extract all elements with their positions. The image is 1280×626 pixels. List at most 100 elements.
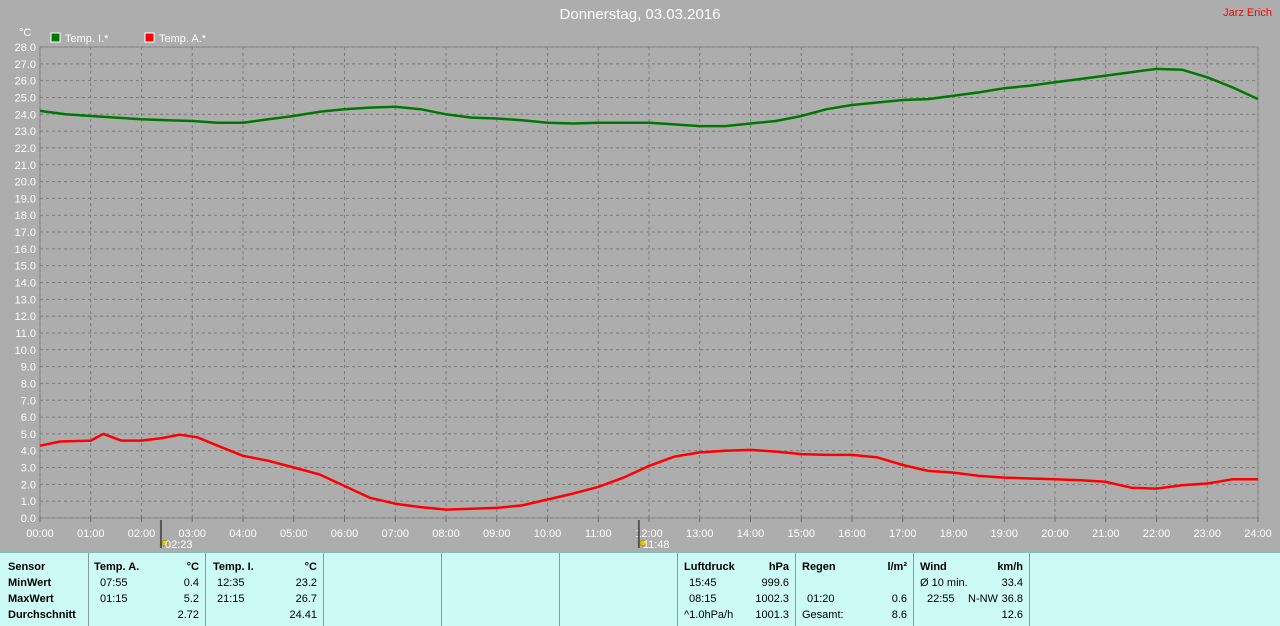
empty-column-1 [323,553,442,626]
y-tick-label: 20.0 [15,177,36,189]
x-tick-label: 11:00 [585,528,612,540]
sensor-column: Sensor MinWert MaxWert Durchschnitt [0,553,89,626]
temp-i-max-value: 26.7 [295,593,317,605]
y-tick-label: 22.0 [15,143,36,155]
legend-swatch [144,32,155,43]
temp-i-max-time: 21:15 [217,593,245,605]
x-tick-label: 12:00 [635,528,663,540]
pressure-trend-value: 1001.3 [755,609,789,621]
empty-column-3 [559,553,678,626]
y-tick-label: 26.0 [15,76,36,88]
x-tick-label: 09:00 [483,528,511,540]
legend-label: Temp. A.* [159,33,207,45]
temp-a-min-time: 07:55 [100,577,128,589]
temp-a-header: Temp. A. [94,561,140,573]
marker-label: 02:23 [165,539,193,551]
x-tick-label: 14:00 [737,528,765,540]
y-tick-label: 4.0 [21,446,36,458]
y-tick-label: 1.0 [21,496,36,508]
y-unit-label: °C [19,27,31,39]
x-tick-label: 13:00 [686,528,714,540]
y-tick-label: 27.0 [15,59,36,71]
pressure-unit: hPa [768,561,789,573]
x-tick-label: 19:00 [990,528,1018,540]
pressure-max-value: 1002.3 [755,593,789,605]
y-tick-label: 2.0 [21,479,36,491]
pressure-header: Luftdruck [684,561,735,573]
temp-i-column: Temp. I. °C 12:35 23.2 21:15 26.7 24.41 [205,553,324,626]
x-tick-label: 21:00 [1092,528,1120,540]
pressure-column: Luftdruck hPa 15:45 999.6 08:15 1002.3 ^… [677,553,796,626]
x-tick-label: 07:00 [381,528,409,540]
y-tick-label: 25.0 [15,92,36,104]
temp-a-max-time: 01:15 [100,593,128,605]
x-tick-label: 00:00 [26,528,54,540]
pressure-min-time: 15:45 [689,577,717,589]
empty-column-2 [441,553,560,626]
temp-a-max-value: 5.2 [183,593,199,605]
y-tick-label: 23.0 [15,126,36,138]
temp-i-header: Temp. I. [213,561,254,573]
x-tick-label: 03:00 [178,528,206,540]
rain-header: Regen [802,561,836,573]
x-tick-label: 18:00 [940,528,968,540]
pressure-trend-label: ^1.0hPa/h [684,609,734,621]
y-tick-label: 3.0 [21,463,36,475]
temp-i-min-time: 12:35 [217,577,245,589]
y-tick-label: 8.0 [21,378,36,390]
row-label-min: MinWert [8,577,52,589]
y-tick-label: 19.0 [15,193,36,205]
x-tick-label: 01:00 [77,528,105,540]
y-tick-label: 9.0 [21,362,36,374]
temp-i-unit: °C [304,561,317,573]
x-tick-label: 02:00 [128,528,156,540]
pressure-min-value: 999.6 [761,577,789,589]
wind-avg-label: Ø 10 min. [920,577,968,589]
y-tick-label: 24.0 [15,109,36,121]
temp-a-column: Temp. A. °C 07:55 0.4 01:15 5.2 2.72 [88,553,206,626]
y-tick-label: 18.0 [15,210,36,222]
rain-total-label: Gesamt: [802,609,844,621]
pressure-max-time: 08:15 [689,593,717,605]
x-tick-label: 08:00 [432,528,460,540]
wind-max-value: 36.8 [1001,593,1023,605]
y-tick-label: 21.0 [15,160,36,172]
legend-swatch [50,32,61,43]
temp-a-average: 2.72 [177,609,199,621]
wind-last-value: 12.6 [1001,609,1023,621]
wind-avg-value: 33.4 [1001,577,1023,589]
statistics-panel: Sensor MinWert MaxWert Durchschnitt Temp… [0,552,1280,626]
temperature-chart: 0.0 1.0 2.0 3.0 4.0 5.0 6.0 7.0 8.0 9.0 10.0 11.0 12… [15,27,1272,551]
y-tick-label: 6.0 [21,412,36,424]
y-tick-label: 0.0 [21,513,36,525]
series-line [39,67,1259,128]
rain-value: 0.6 [891,593,907,605]
y-tick-label: 7.0 [21,395,36,407]
row-label-avg: Durchschnitt [8,609,76,621]
sun-icon [161,539,169,547]
rain-column: Regen l/m² 01:20 0.6 Gesamt: 8.6 [795,553,914,626]
row-label-max: MaxWert [8,593,54,605]
x-tick-label: 22:00 [1143,528,1171,540]
y-tick-label: 17.0 [15,227,36,239]
x-tick-label: 10:00 [534,528,562,540]
x-tick-label: 05:00 [280,528,308,540]
series-line [39,432,1258,511]
wind-max-time: 22:55 [927,593,955,605]
x-tick-label: 04:00 [229,528,257,540]
chart-title: Donnerstag, 03.03.2016 [559,6,721,23]
wind-header: Wind [920,561,947,573]
y-tick-label: 12.0 [15,311,36,323]
y-tick-label: 28.0 [15,42,36,54]
temp-i-average: 24.41 [289,609,317,621]
x-tick-label: 24:00 [1244,528,1272,540]
x-tick-label: 06:00 [331,528,359,540]
y-tick-label: 14.0 [15,278,36,290]
sensor-header: Sensor [8,561,46,573]
wind-column: Wind km/h Ø 10 min. 33.4 22:55 N-NW 36.8… [913,553,1030,626]
sun-icon [639,539,647,547]
temp-a-unit: °C [186,561,199,573]
y-tick-label: 5.0 [21,429,36,441]
y-tick-label: 11.0 [15,328,36,340]
x-tick-label: 15:00 [787,528,815,540]
